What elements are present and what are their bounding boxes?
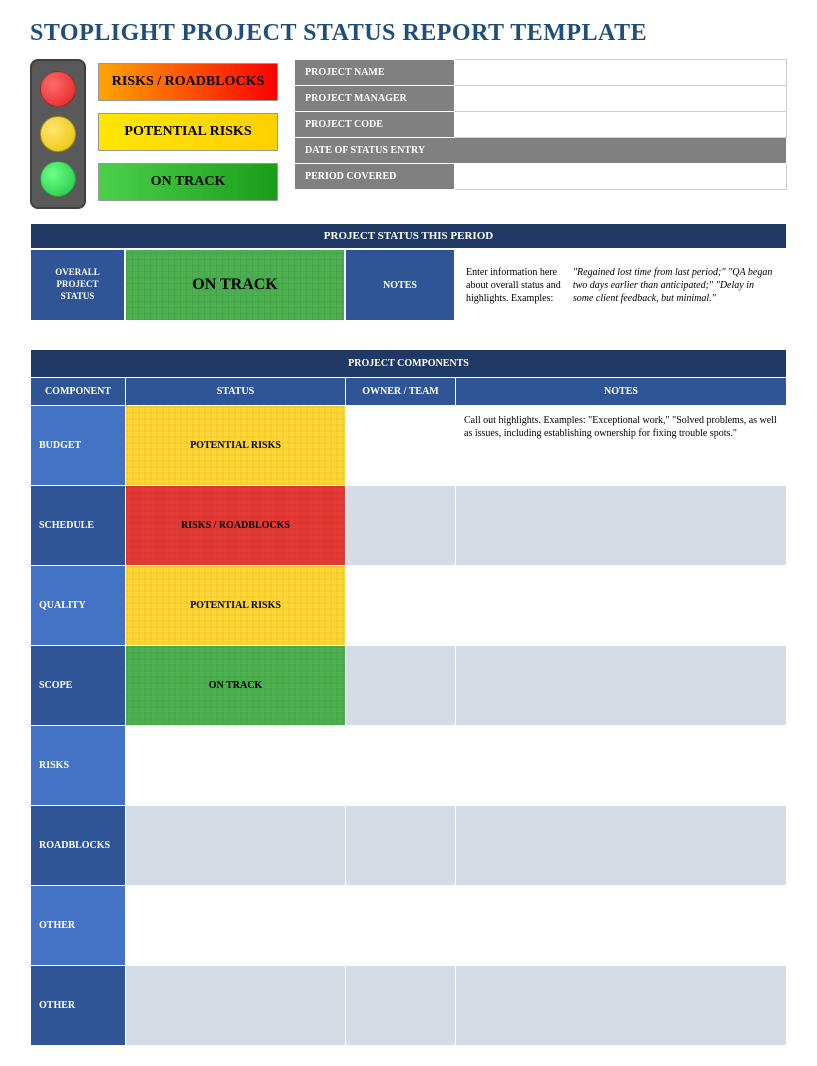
notes-hint: Enter information here about overall sta… bbox=[466, 266, 573, 305]
stoplight-legend: RISKS / ROADBLOCKS POTENTIAL RISKS ON TR… bbox=[30, 59, 278, 209]
legend-green: ON TRACK bbox=[98, 163, 278, 201]
overall-status-value[interactable]: ON TRACK bbox=[125, 249, 345, 321]
component-row: OTHER bbox=[31, 886, 787, 966]
component-owner[interactable] bbox=[346, 406, 456, 486]
component-notes[interactable] bbox=[456, 646, 787, 726]
component-row: ROADBLOCKS bbox=[31, 806, 787, 886]
component-owner[interactable] bbox=[346, 726, 456, 806]
component-label: BUDGET bbox=[31, 406, 126, 486]
components-header-row: PROJECT COMPONENTS bbox=[31, 350, 787, 378]
component-owner[interactable] bbox=[346, 966, 456, 1046]
info-label: PROJECT MANAGER bbox=[295, 86, 455, 112]
component-label: QUALITY bbox=[31, 566, 126, 646]
notes-label: NOTES bbox=[345, 249, 455, 321]
component-status[interactable] bbox=[126, 886, 346, 966]
component-status[interactable]: ON TRACK bbox=[126, 646, 346, 726]
component-notes[interactable] bbox=[456, 566, 787, 646]
component-owner[interactable] bbox=[346, 806, 456, 886]
component-notes[interactable] bbox=[456, 726, 787, 806]
col-status: STATUS bbox=[126, 378, 346, 406]
info-row-project-name: PROJECT NAME bbox=[295, 60, 787, 86]
col-component: COMPONENT bbox=[31, 378, 126, 406]
component-owner[interactable] bbox=[346, 886, 456, 966]
component-status[interactable] bbox=[126, 966, 346, 1046]
component-label: RISKS bbox=[31, 726, 126, 806]
overall-status-label: OVERALL PROJECT STATUS bbox=[30, 249, 125, 321]
info-value[interactable] bbox=[455, 112, 787, 138]
info-row-project-code: PROJECT CODE bbox=[295, 112, 787, 138]
component-row: SCHEDULERISKS / ROADBLOCKS bbox=[31, 486, 787, 566]
component-row: OTHER bbox=[31, 966, 787, 1046]
component-label: SCOPE bbox=[31, 646, 126, 726]
component-row: BUDGETPOTENTIAL RISKS Call out highlights… bbox=[31, 406, 787, 486]
info-label: PROJECT CODE bbox=[295, 112, 455, 138]
status-period-row: OVERALL PROJECT STATUS ON TRACK NOTES En… bbox=[30, 249, 787, 321]
component-row: RISKS bbox=[31, 726, 787, 806]
component-notes[interactable] bbox=[456, 886, 787, 966]
notes-example: "Regained lost time from last period;" "… bbox=[573, 266, 776, 305]
info-row-project-manager: PROJECT MANAGER bbox=[295, 86, 787, 112]
col-notes: NOTES bbox=[456, 378, 787, 406]
component-notes[interactable] bbox=[456, 966, 787, 1046]
legend-yellow: POTENTIAL RISKS bbox=[98, 113, 278, 151]
col-owner: OWNER / TEAM bbox=[346, 378, 456, 406]
notes-value[interactable]: Enter information here about overall sta… bbox=[455, 249, 787, 321]
component-notes[interactable]: Call out highlights. Examples: "Exceptio… bbox=[456, 406, 787, 486]
yellow-light-icon bbox=[40, 116, 76, 152]
page-title: STOPLIGHT PROJECT STATUS REPORT TEMPLATE bbox=[30, 20, 787, 47]
component-notes[interactable] bbox=[456, 806, 787, 886]
component-status[interactable]: RISKS / ROADBLOCKS bbox=[126, 486, 346, 566]
component-row: QUALITYPOTENTIAL RISKS bbox=[31, 566, 787, 646]
info-value[interactable] bbox=[455, 60, 787, 86]
components-columns-row: COMPONENT STATUS OWNER / TEAM NOTES bbox=[31, 378, 787, 406]
component-status[interactable] bbox=[126, 806, 346, 886]
project-info-table: PROJECT NAME PROJECT MANAGER PROJECT COD… bbox=[294, 59, 787, 190]
info-label: DATE OF STATUS ENTRY bbox=[295, 138, 787, 164]
component-status[interactable] bbox=[126, 726, 346, 806]
component-owner[interactable] bbox=[346, 646, 456, 726]
stoplight-icon bbox=[30, 59, 86, 209]
info-label: PROJECT NAME bbox=[295, 60, 455, 86]
info-label: PERIOD COVERED bbox=[295, 164, 455, 190]
info-value[interactable] bbox=[455, 86, 787, 112]
component-owner[interactable] bbox=[346, 486, 456, 566]
component-owner[interactable] bbox=[346, 566, 456, 646]
component-label: OTHER bbox=[31, 886, 126, 966]
top-section: RISKS / ROADBLOCKS POTENTIAL RISKS ON TR… bbox=[30, 59, 787, 209]
components-table: PROJECT COMPONENTS COMPONENT STATUS OWNE… bbox=[30, 349, 787, 1046]
green-light-icon bbox=[40, 161, 76, 197]
red-light-icon bbox=[40, 71, 76, 107]
component-label: OTHER bbox=[31, 966, 126, 1046]
info-row-date-status: DATE OF STATUS ENTRY bbox=[295, 138, 787, 164]
components-header: PROJECT COMPONENTS bbox=[31, 350, 787, 378]
legend-items: RISKS / ROADBLOCKS POTENTIAL RISKS ON TR… bbox=[98, 63, 278, 201]
status-period-header: PROJECT STATUS THIS PERIOD bbox=[30, 223, 787, 249]
component-status[interactable]: POTENTIAL RISKS bbox=[126, 406, 346, 486]
component-label: ROADBLOCKS bbox=[31, 806, 126, 886]
info-row-period-covered: PERIOD COVERED bbox=[295, 164, 787, 190]
legend-red: RISKS / ROADBLOCKS bbox=[98, 63, 278, 101]
component-row: SCOPEON TRACK bbox=[31, 646, 787, 726]
component-status[interactable]: POTENTIAL RISKS bbox=[126, 566, 346, 646]
info-value[interactable] bbox=[455, 164, 787, 190]
component-label: SCHEDULE bbox=[31, 486, 126, 566]
component-notes[interactable] bbox=[456, 486, 787, 566]
